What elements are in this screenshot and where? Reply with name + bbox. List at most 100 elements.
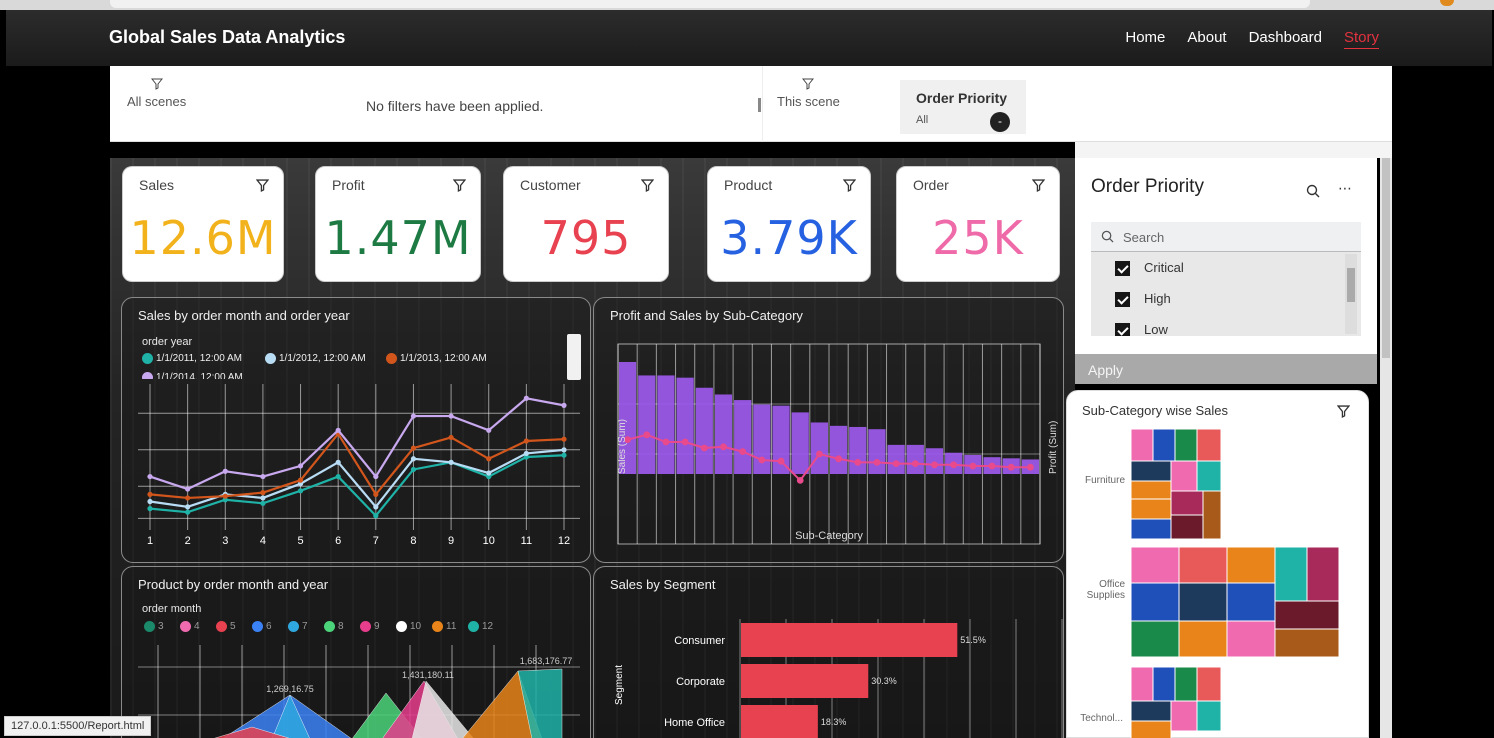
this-scene-scope[interactable]: This scene [777, 78, 840, 109]
filter-icon[interactable] [641, 179, 654, 192]
segment-chart: Consumer 51.5% Corporate 30.3% Home Office 18… [614, 619, 1063, 738]
checkbox-checked-icon[interactable] [1115, 292, 1130, 308]
treemap-group-label: Office Supplies [1086, 579, 1125, 601]
filter-icon[interactable] [256, 179, 269, 192]
legend-item-clipped: 1/1/2014, 12:00 AM [142, 372, 243, 379]
data-label: 1,431,180.11 [402, 670, 454, 680]
sales-bar [849, 426, 867, 474]
sales-bar [887, 444, 905, 474]
kpi-card-sales[interactable]: Sales 12.6M [122, 166, 284, 282]
kpi-value: 25K [932, 211, 1024, 265]
nav-about[interactable]: About [1187, 29, 1227, 46]
subcategory-sales-panel[interactable]: Sub-Category wise Sales Furniture Office… [1066, 390, 1369, 738]
priority-item-high[interactable]: High [1115, 291, 1171, 308]
profit-point [835, 455, 842, 463]
y-axis-label: Sales (Sum) [617, 419, 628, 474]
priority-item-critical[interactable]: Critical [1115, 260, 1184, 277]
dashboard-top-scroll [1075, 142, 1392, 158]
treemap-cell [1130, 518, 1172, 540]
data-point [185, 504, 191, 510]
x-tick-label: 1 [147, 535, 153, 547]
nav-dashboard[interactable]: Dashboard [1248, 29, 1322, 46]
legend-scrollbar[interactable] [567, 334, 581, 380]
data-label: 1,683,176.77 [520, 656, 573, 666]
checkbox-checked-icon[interactable] [1115, 261, 1130, 277]
data-point [486, 456, 492, 462]
product-by-month-panel[interactable]: Product by order month and year order mo… [121, 566, 591, 738]
legend-item: 3 [144, 621, 164, 632]
legend-label: 6 [266, 621, 272, 633]
treemap-cell [1196, 666, 1222, 702]
data-point [297, 488, 304, 494]
data-point [185, 486, 191, 492]
priority-label: Low [1144, 322, 1168, 336]
apply-button[interactable]: Apply [1075, 354, 1377, 384]
y-axis-label: Segment [614, 665, 625, 705]
treemap-cell [1130, 620, 1180, 658]
area-shape [272, 694, 310, 738]
profit-point [720, 443, 727, 451]
nav-story[interactable]: Story [1343, 29, 1379, 49]
legend-item: 6 [252, 621, 272, 632]
all-scenes-filter-area: All scenes No filters have been applied. [110, 66, 754, 142]
legend-dot [142, 372, 153, 379]
order-priority-filter-chip[interactable]: Order Priority All - [900, 80, 1026, 134]
profit-point [681, 438, 689, 446]
profit-point [931, 461, 938, 469]
x-axis-label: Sub-Category [795, 530, 863, 542]
treemap-cell [1130, 498, 1172, 520]
treemap-cell [1170, 460, 1198, 492]
kpi-card-product[interactable]: Product 3.79K [707, 166, 871, 282]
legend-dot [252, 621, 263, 632]
treemap-cell [1226, 582, 1276, 622]
all-scenes-scope[interactable]: All scenes [127, 78, 186, 109]
search-input[interactable]: Search [1091, 222, 1361, 252]
filter-icon[interactable] [1032, 179, 1045, 192]
data-point [486, 473, 492, 480]
kpi-card-customer[interactable]: Customer 795 [503, 166, 669, 282]
sales-by-segment-panel[interactable]: Sales by Segment Consumer 51.5% Corporate 3… [593, 566, 1064, 738]
x-tick-label: 10 [483, 535, 495, 547]
treemap-cell [1226, 620, 1276, 658]
checkbox-checked-icon[interactable] [1115, 323, 1130, 336]
sales-bar [734, 400, 752, 474]
search-icon[interactable] [1306, 184, 1320, 198]
treemap-cell [1174, 428, 1198, 462]
profit-sales-subcategory-panel[interactable]: Profit and Sales by Sub-Category Sales (… [593, 297, 1064, 563]
legend-item: 5 [216, 621, 236, 632]
data-point [335, 473, 341, 480]
list-scrollbar[interactable] [1345, 254, 1357, 334]
kpi-card-profit[interactable]: Profit 1.47M [315, 166, 481, 282]
x-tick-label: 12 [558, 535, 570, 547]
treemap-cell [1274, 628, 1340, 658]
profit-point [816, 450, 823, 458]
legend-label: 12 [482, 621, 494, 633]
chip-clear-button[interactable]: - [990, 112, 1010, 132]
legend-label: 7 [302, 621, 308, 633]
kpi-card-order[interactable]: Order 25K [896, 166, 1060, 282]
data-point [297, 481, 304, 487]
segment-bar [741, 705, 818, 738]
extension-icon[interactable] [1440, 0, 1454, 6]
treemap-cell [1306, 546, 1340, 602]
treemap-cell [1130, 720, 1172, 738]
profit-line [627, 433, 1031, 482]
side-scrollbar[interactable] [1380, 158, 1392, 738]
priority-item-low[interactable]: Low [1115, 322, 1168, 336]
filter-icon[interactable] [1337, 405, 1350, 418]
legend-label: 1/1/2011, 12:00 AM [156, 353, 242, 365]
more-options-icon[interactable]: ⋯ [1338, 180, 1352, 196]
series-line [149, 431, 565, 500]
profit-point [796, 477, 804, 484]
sales-by-month-panel[interactable]: Sales by order month and order year orde… [121, 297, 591, 563]
x-tick-label: 2 [185, 535, 191, 547]
filter-icon[interactable] [843, 179, 856, 192]
address-bar[interactable] [110, 0, 1310, 8]
filter-icon[interactable] [453, 179, 466, 192]
data-point [561, 402, 567, 408]
scroll-thumb[interactable] [1347, 268, 1355, 302]
segment-bar [741, 664, 869, 698]
legend-item: 11 [432, 621, 456, 632]
filter-bar: All scenes No filters have been applied.… [110, 66, 1392, 142]
nav-home[interactable]: Home [1125, 29, 1166, 46]
